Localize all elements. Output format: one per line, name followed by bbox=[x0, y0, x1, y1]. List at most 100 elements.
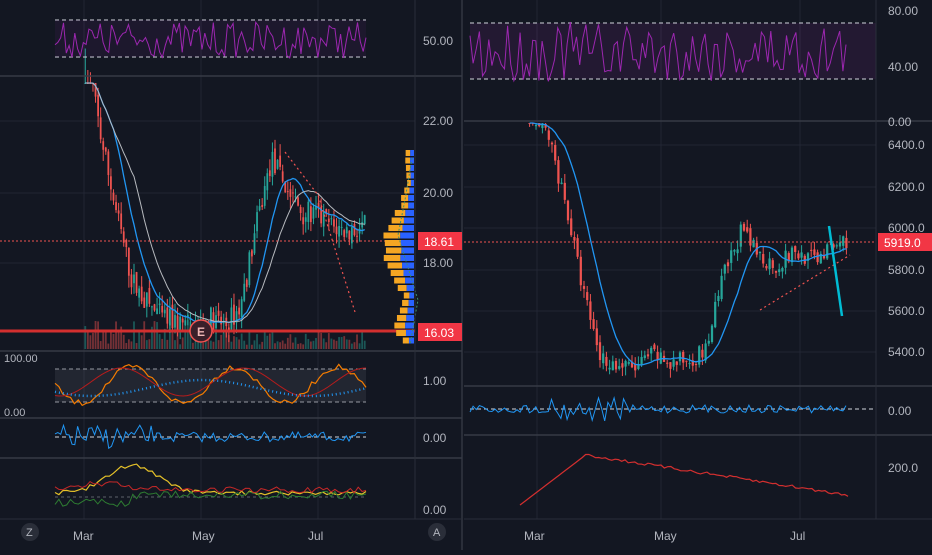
candle-body bbox=[618, 366, 621, 369]
volume-profile-bar bbox=[403, 270, 414, 276]
right-volatility-tick: 200.0 bbox=[888, 461, 918, 475]
volume-bar bbox=[92, 332, 94, 349]
volume-bar bbox=[363, 340, 366, 349]
left-x-label-jul: Jul bbox=[308, 529, 323, 543]
left-bottom-button[interactable]: Z bbox=[21, 523, 39, 541]
volume-bar bbox=[351, 343, 353, 349]
volume-profile-bar bbox=[396, 330, 406, 336]
volume-bar bbox=[151, 326, 153, 349]
volume-profile-bar bbox=[384, 240, 401, 246]
volume-bar bbox=[210, 340, 212, 349]
candle-body bbox=[243, 283, 246, 301]
volume-profile-bar bbox=[394, 210, 406, 216]
volume-profile-bar bbox=[410, 165, 414, 171]
candle-body bbox=[797, 253, 800, 259]
volume-bar bbox=[251, 344, 253, 349]
candle-body bbox=[826, 244, 829, 259]
right-rsi-line bbox=[469, 21, 847, 83]
volume-profile-bar bbox=[405, 210, 414, 216]
volume-profile-bar bbox=[402, 337, 409, 344]
candle-body bbox=[345, 227, 348, 234]
volume-bar bbox=[320, 332, 323, 349]
candle-body bbox=[289, 189, 292, 197]
candle-body bbox=[268, 170, 271, 176]
candle-body bbox=[598, 342, 602, 361]
candle-body bbox=[726, 262, 730, 267]
volume-bar bbox=[297, 343, 299, 349]
volume-profile-bar bbox=[401, 202, 409, 209]
right-bottom-button[interactable]: A bbox=[428, 523, 446, 541]
candle-body bbox=[153, 304, 156, 311]
volume-profile-bar bbox=[390, 270, 404, 276]
left-price-tick-20: 20.00 bbox=[423, 186, 453, 200]
volume-bar bbox=[125, 342, 128, 349]
volume-bar bbox=[215, 333, 217, 349]
volume-bar bbox=[302, 344, 305, 349]
volume-bar bbox=[292, 342, 294, 349]
left-x-label-mar: Mar bbox=[73, 529, 94, 543]
candle-body bbox=[800, 252, 803, 258]
candle-body bbox=[570, 218, 573, 236]
candle-body bbox=[723, 264, 726, 274]
volume-bar bbox=[286, 337, 289, 349]
candle-body bbox=[235, 311, 238, 323]
candle-body bbox=[794, 246, 797, 252]
candle-body bbox=[351, 227, 353, 244]
volume-bar bbox=[217, 340, 220, 349]
candle-body bbox=[233, 304, 235, 325]
right-oscillator-line bbox=[469, 395, 847, 423]
volume-bar bbox=[279, 342, 282, 349]
earnings-marker[interactable]: E bbox=[189, 319, 213, 343]
candle-body bbox=[363, 215, 366, 225]
volume-profile-bar bbox=[410, 172, 414, 179]
volume-profile-bar bbox=[406, 172, 411, 179]
candle-body bbox=[554, 145, 557, 161]
volume-bar bbox=[261, 341, 264, 349]
left-bottom-button-bg[interactable] bbox=[21, 523, 39, 541]
volume-bar bbox=[179, 344, 182, 349]
volume-profile-bar bbox=[388, 225, 403, 231]
candle-body bbox=[256, 212, 258, 232]
candle-body bbox=[774, 270, 778, 273]
candle-body bbox=[104, 147, 107, 152]
candle-body bbox=[335, 226, 338, 235]
volume-bar bbox=[94, 320, 97, 349]
candle-body bbox=[210, 307, 212, 330]
plot-layer bbox=[0, 19, 876, 508]
volume-bar bbox=[271, 332, 274, 349]
volume-profile-bar bbox=[391, 217, 404, 224]
candle-body bbox=[133, 274, 135, 284]
candle-body bbox=[819, 253, 822, 264]
volume-profile-bar bbox=[394, 277, 406, 284]
volume-bar bbox=[312, 340, 315, 349]
volume-bar bbox=[240, 333, 243, 349]
volume-profile-bar bbox=[408, 202, 414, 209]
volume-bar bbox=[345, 339, 348, 349]
volume-bar bbox=[130, 341, 133, 349]
volume-bar bbox=[238, 339, 240, 349]
right-bottom-button-bg[interactable] bbox=[428, 523, 446, 541]
earnings-marker-circle[interactable] bbox=[189, 319, 213, 343]
volume-bar bbox=[256, 334, 258, 349]
candle-body bbox=[189, 319, 192, 321]
volume-profile-bar bbox=[402, 300, 409, 306]
candle-body bbox=[263, 186, 266, 206]
candle-body bbox=[292, 192, 294, 194]
left-x-label-may: May bbox=[192, 529, 215, 543]
left-dmi-tick: 0.00 bbox=[423, 503, 447, 517]
volume-bar bbox=[338, 337, 340, 349]
volume-bar bbox=[268, 333, 271, 349]
candle-body bbox=[643, 355, 646, 359]
right-last-price-badge bbox=[878, 233, 932, 251]
candle-body bbox=[266, 173, 269, 191]
volume-bar bbox=[199, 339, 202, 349]
volume-profile-bar bbox=[409, 187, 414, 194]
candle-body bbox=[361, 222, 364, 228]
candle-body bbox=[184, 320, 187, 325]
candle-body bbox=[579, 256, 582, 286]
candle-body bbox=[573, 236, 576, 241]
volume-bar bbox=[353, 342, 356, 349]
candle-body bbox=[640, 356, 643, 365]
